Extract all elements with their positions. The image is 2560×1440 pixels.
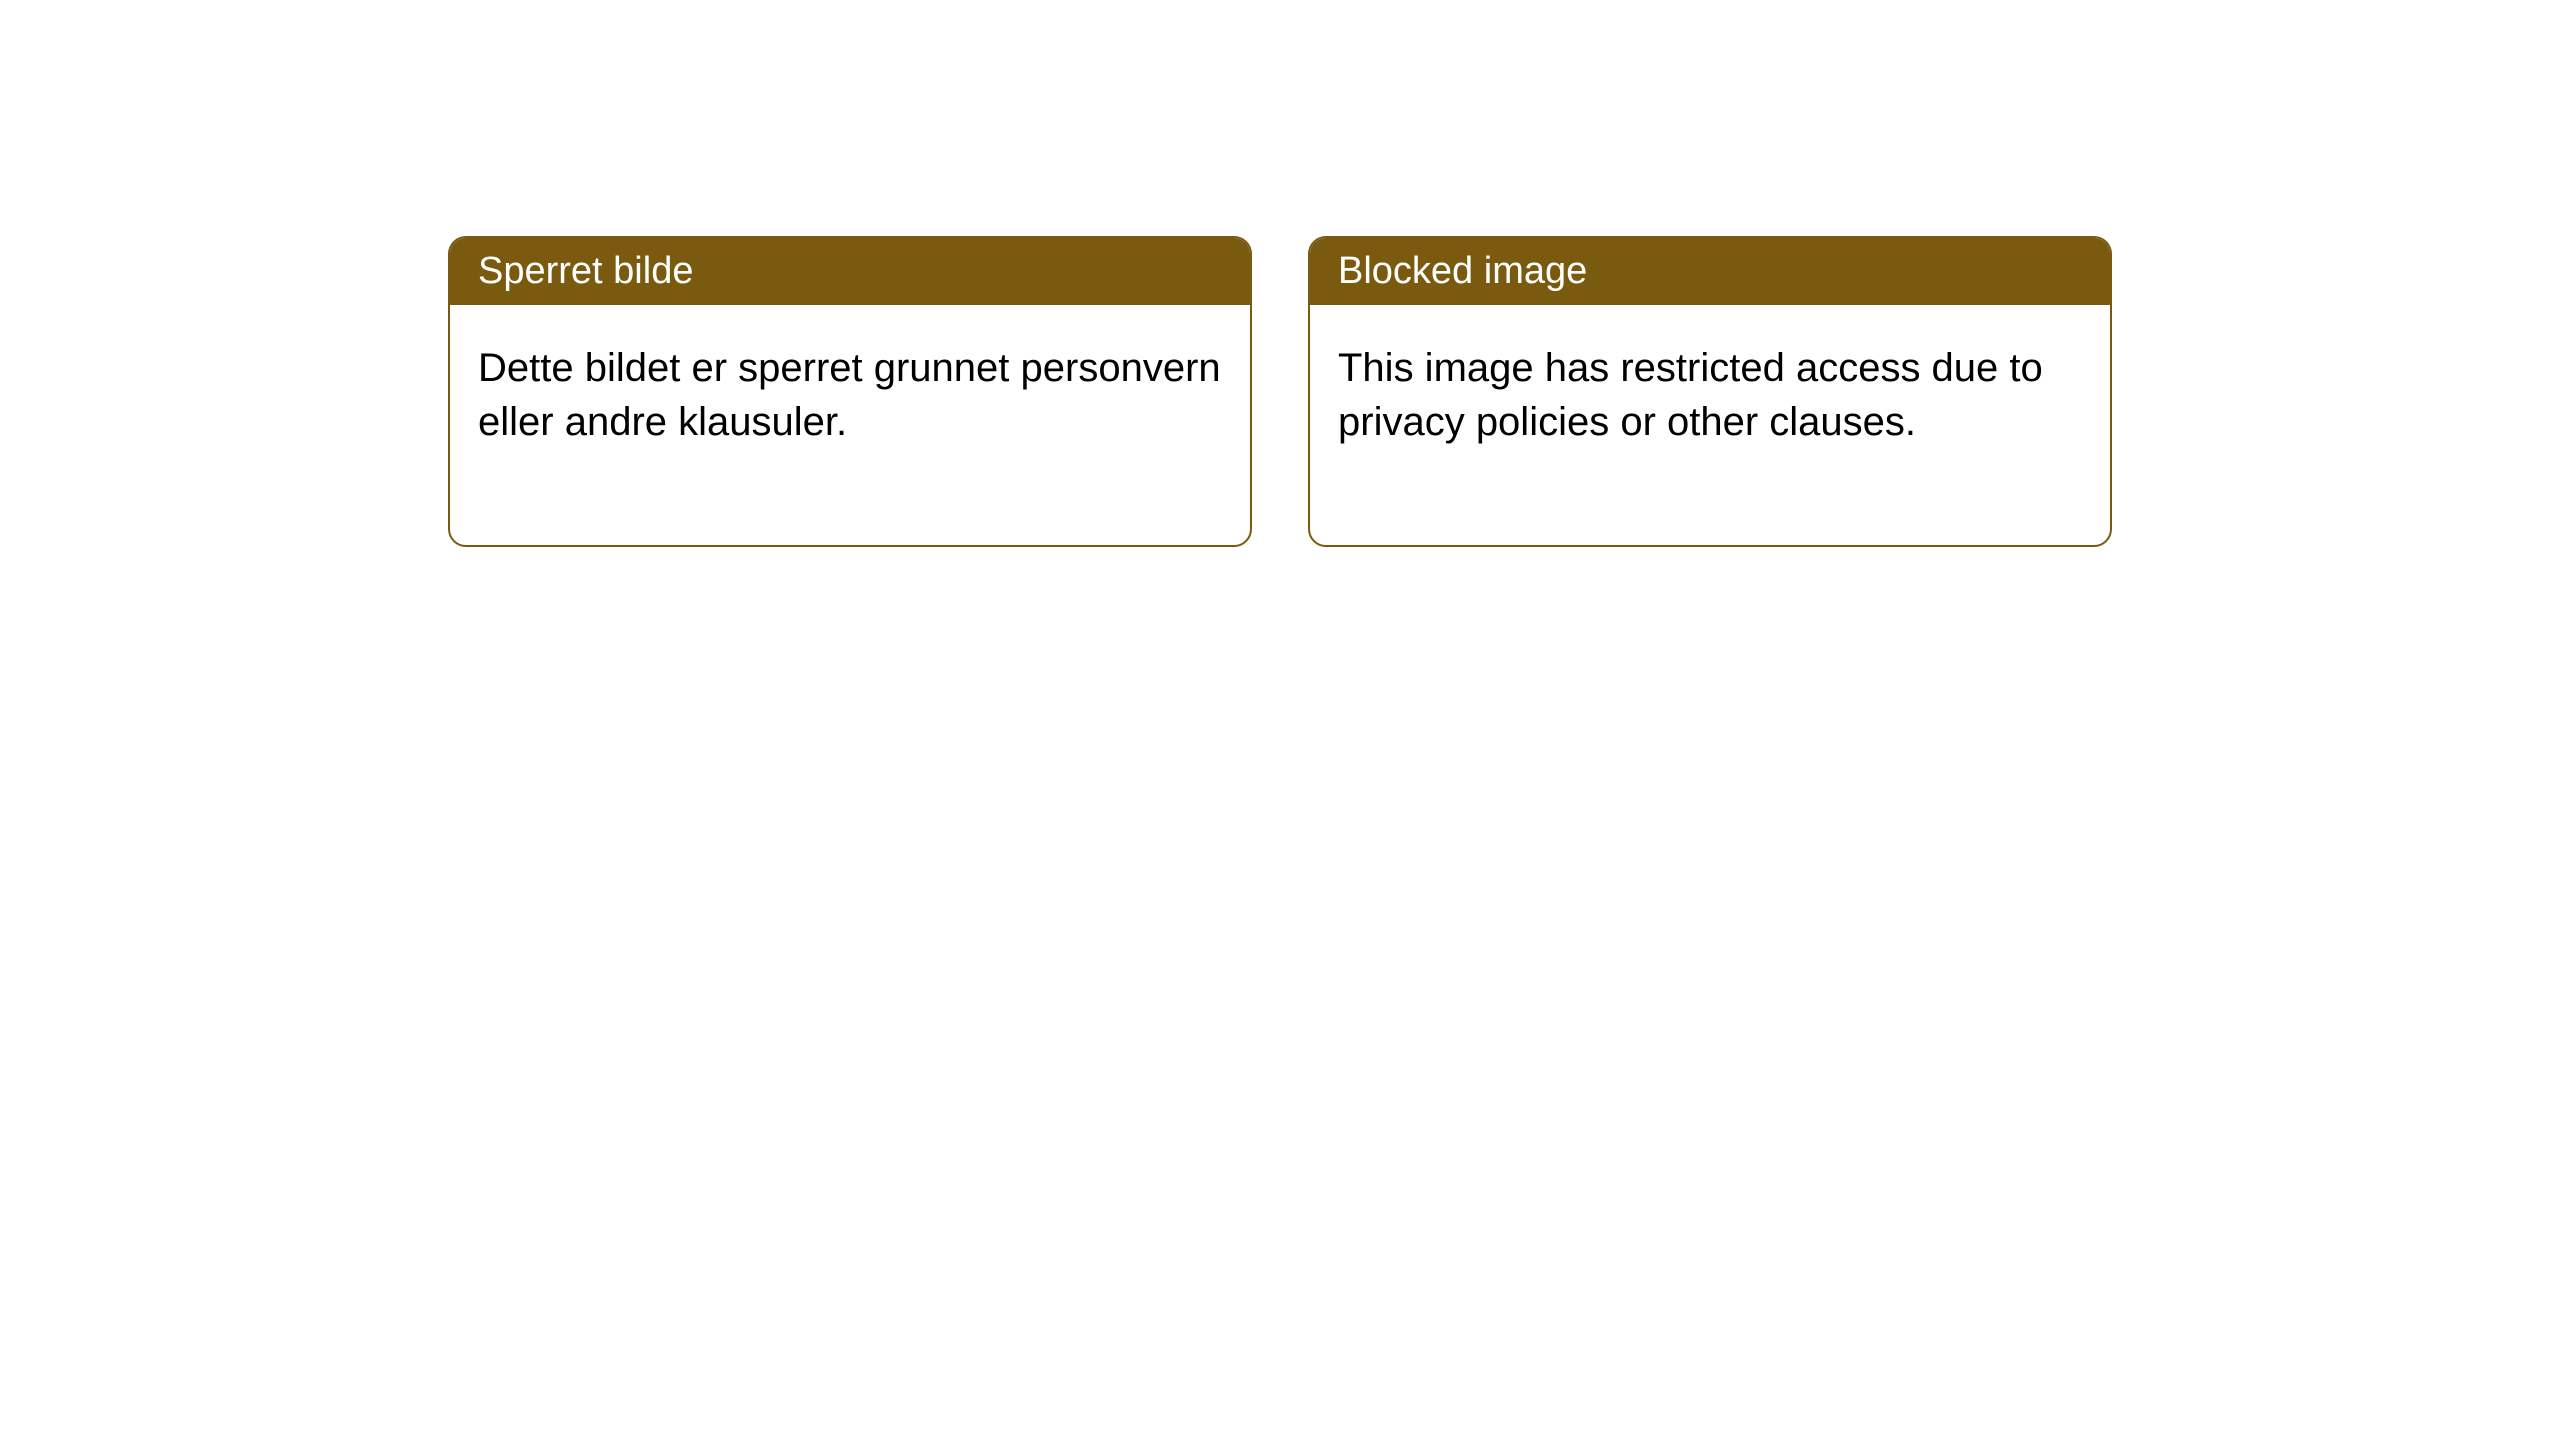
card-header-text: Sperret bilde	[478, 250, 693, 292]
card-header-text: Blocked image	[1338, 250, 1587, 292]
blocked-image-card-english: Blocked image This image has restricted …	[1308, 236, 2112, 547]
card-header: Blocked image	[1310, 238, 2110, 305]
notice-container: Sperret bilde Dette bildet er sperret gr…	[448, 236, 2112, 547]
card-header: Sperret bilde	[450, 238, 1250, 305]
card-body-text: Dette bildet er sperret grunnet personve…	[478, 346, 1221, 444]
card-body: This image has restricted access due to …	[1310, 305, 2110, 545]
card-body: Dette bildet er sperret grunnet personve…	[450, 305, 1250, 545]
blocked-image-card-norwegian: Sperret bilde Dette bildet er sperret gr…	[448, 236, 1252, 547]
card-body-text: This image has restricted access due to …	[1338, 346, 2043, 444]
